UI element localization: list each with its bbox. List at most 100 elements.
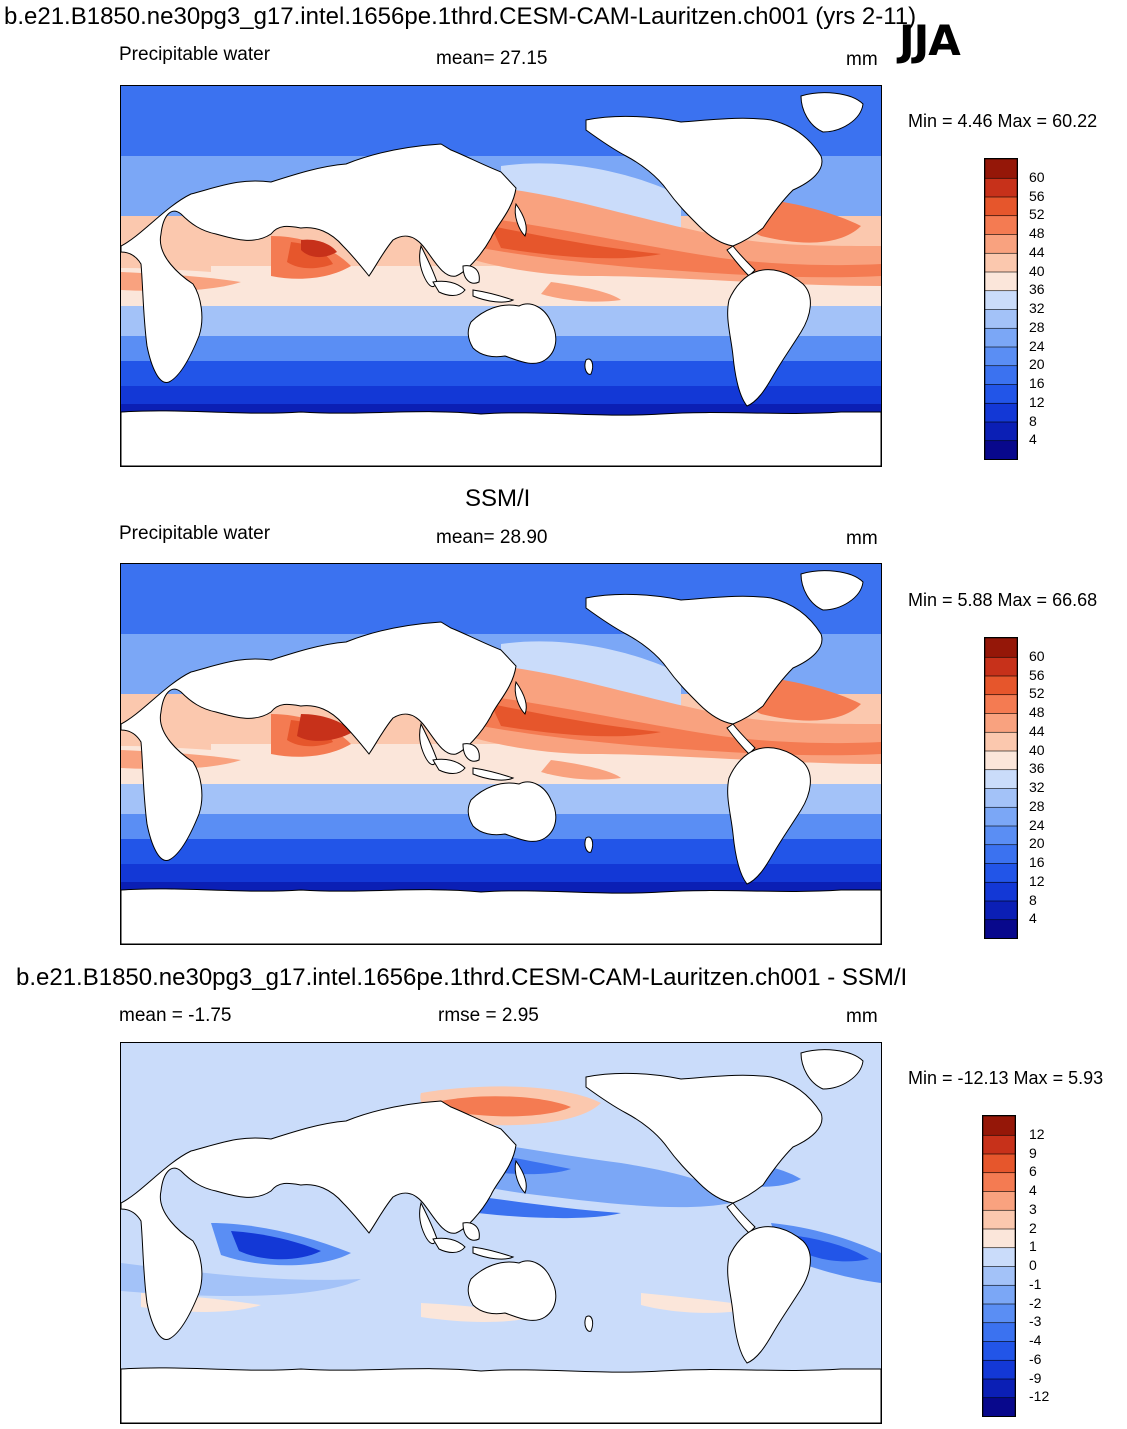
panel2-colorbar-swatch: [985, 900, 1017, 921]
panel1-colorbar-tick-label: 60: [1029, 168, 1045, 185]
panel3-colorbar-swatch: [983, 1340, 1015, 1361]
panel2-colorbar-swatch: [985, 638, 1017, 658]
panel2-colorbar-tick-label: 20: [1029, 835, 1045, 852]
panel1-colorbar-swatch: [985, 439, 1017, 459]
panel3-colorbar-tick-label: 1: [1029, 1238, 1037, 1255]
panel1-colorbar-swatch: [985, 159, 1017, 179]
panel1-colorbar-tick-label: 44: [1029, 243, 1045, 260]
panel1-colorbar-swatch: [985, 196, 1017, 217]
panel3-colorbar-swatch: [983, 1153, 1015, 1174]
panel2-units: mm: [846, 528, 878, 549]
panel3-colorbar-swatch: [983, 1134, 1015, 1155]
panel2-colorbar-swatch: [985, 656, 1017, 677]
panel3-colorbar-tick-label: -9: [1029, 1369, 1042, 1386]
panel1-colorbar-swatch: [985, 252, 1017, 273]
panel1-colorbar-tick-label: 12: [1029, 393, 1045, 410]
panel1-colorbar-tick-label: 28: [1029, 318, 1045, 335]
panel2-colorbar-swatch: [985, 675, 1017, 696]
panel2-mean: mean= 28.90: [436, 527, 548, 548]
panel3-colorbar-tick-label: -12: [1029, 1388, 1050, 1405]
panel3-minmax: Min = -12.13 Max = 5.93: [908, 1068, 1104, 1088]
panel1-colorbar-tick-label: 4: [1029, 431, 1037, 448]
panel1-map-plot: [121, 86, 881, 466]
panel3-colorbar-tick-label: 2: [1029, 1219, 1037, 1236]
panel2-colorbar-swatches: [985, 638, 1017, 938]
panel1-colorbar-tick-label: 52: [1029, 206, 1045, 223]
panel2-colorbar-swatch: [985, 731, 1017, 752]
panel1-units: mm: [846, 49, 878, 70]
panel1-colorbar-swatch: [985, 271, 1017, 292]
panel2-colorbar-tick-label: 60: [1029, 647, 1045, 664]
panel3-colorbar-swatch: [983, 1265, 1015, 1286]
panel3-colorbar-tick-label: 0: [1029, 1257, 1037, 1273]
panel3-colorbar-swatch: [983, 1116, 1015, 1136]
season-label: JJA: [899, 16, 961, 65]
panel3-colorbar-swatch: [983, 1190, 1015, 1211]
panel2-colorbar-swatch: [985, 806, 1017, 827]
panel2-colorbar: [984, 637, 1018, 939]
panel2-colorbar-tick-label: 4: [1029, 910, 1037, 927]
panel1-colorbar-tick-label: 24: [1029, 337, 1045, 354]
panel2-colorbar-tick-label: 52: [1029, 685, 1045, 702]
map1-land: [121, 92, 881, 466]
panel2-colorbar-swatch: [985, 881, 1017, 902]
panel1-colorbar-tick-label: 56: [1029, 187, 1045, 204]
panel3-colorbar-swatch: [983, 1246, 1015, 1267]
panel3-colorbar-swatch: [983, 1209, 1015, 1230]
map3-land: [121, 1049, 881, 1423]
panel3-colorbar-tick-label: -2: [1029, 1294, 1042, 1311]
panel3-colorbar-tick-label: 4: [1029, 1182, 1037, 1198]
panel2-variable: Precipitable water: [119, 523, 271, 544]
panel3-colorbar-tick-label: -3: [1029, 1313, 1042, 1330]
panel1-colorbar-swatch: [985, 327, 1017, 348]
panel2-colorbar-swatch: [985, 750, 1017, 771]
panel2-colorbar-swatch: [985, 768, 1017, 789]
panel2-colorbar-tick-label: 48: [1029, 704, 1045, 720]
panel1-colorbar-swatch: [985, 214, 1017, 235]
panel1-colorbar-swatch: [985, 383, 1017, 404]
panel1-colorbar-tick-label: 8: [1029, 412, 1037, 429]
panel1-colorbar: [984, 158, 1018, 460]
panel2-map: [120, 563, 882, 945]
panel1-colorbar-swatch: [985, 308, 1017, 329]
panel2-title: SSM/I: [465, 485, 531, 512]
panel1-map: [120, 85, 882, 467]
panel1-colorbar-swatch: [985, 177, 1017, 198]
panel1-colorbar-swatch: [985, 233, 1017, 254]
panel3-colorbar-tick-label: 3: [1029, 1200, 1037, 1217]
panel3-colorbar-swatches: [983, 1116, 1015, 1416]
panel3-map-plot: [121, 1043, 881, 1423]
panel2-colorbar-tick-label: 28: [1029, 797, 1045, 814]
panel3-colorbar-swatch: [983, 1171, 1015, 1192]
panel1-colorbar-swatch: [985, 289, 1017, 310]
panel1-colorbar-tick-label: 48: [1029, 225, 1045, 241]
panel3-colorbar-tick-label: 6: [1029, 1163, 1037, 1180]
panel2-colorbar-tick-label: 16: [1029, 854, 1045, 870]
panel1-colorbar-swatch: [985, 364, 1017, 385]
panel1-colorbar-swatches: [985, 159, 1017, 459]
panel1-colorbar-tick-label: 16: [1029, 375, 1045, 391]
panel3-colorbar-swatch: [983, 1321, 1015, 1342]
panel3-colorbar-swatch: [983, 1378, 1015, 1399]
panel1-colorbar-tick-label: 20: [1029, 356, 1045, 373]
panel2-colorbar-tick-label: 8: [1029, 891, 1037, 908]
panel2-colorbar-tick-label: 56: [1029, 666, 1045, 683]
panel3-title: b.e21.B1850.ne30pg3_g17.intel.1656pe.1th…: [16, 964, 908, 991]
panel1-mean: mean= 27.15: [436, 48, 548, 69]
panel3-colorbar-swatch: [983, 1284, 1015, 1305]
panel3-mean: mean = -1.75: [119, 1005, 232, 1026]
figure-title: b.e21.B1850.ne30pg3_g17.intel.1656pe.1th…: [4, 3, 917, 30]
panel2-colorbar-tick-label: 12: [1029, 872, 1045, 889]
panel2-colorbar-tick-label: 44: [1029, 722, 1045, 739]
panel3-colorbar-tick-label: 12: [1029, 1125, 1045, 1142]
panel3-colorbar-tick-label: -1: [1029, 1275, 1042, 1292]
panel3-rmse: rmse = 2.95: [438, 1005, 539, 1026]
panel3-map: [120, 1042, 882, 1424]
panel2-colorbar-tick-label: 36: [1029, 760, 1045, 777]
panel1-colorbar-swatch: [985, 402, 1017, 423]
panel3-colorbar-swatch: [983, 1303, 1015, 1324]
panel2-colorbar-tick-label: 40: [1029, 741, 1045, 758]
panel3-colorbar: [982, 1115, 1016, 1417]
panel3-colorbar-swatch: [983, 1228, 1015, 1249]
panel2-colorbar-tick-label: 24: [1029, 816, 1045, 833]
